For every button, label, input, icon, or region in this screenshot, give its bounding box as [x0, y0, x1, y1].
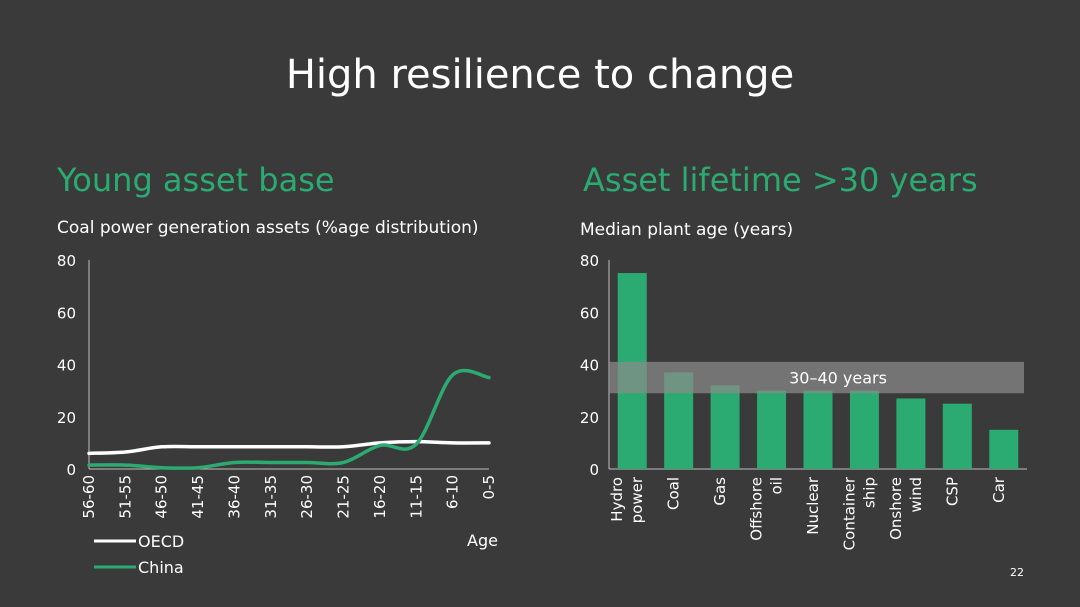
- x-tick-label: 41-45: [189, 475, 207, 519]
- x-category-label: Offshore oil: [748, 477, 786, 541]
- x-category-label-line: ship: [860, 477, 878, 508]
- bar: [942, 403, 972, 469]
- x-tick-label: 56-60: [80, 475, 98, 519]
- x-category-label-line: Container: [840, 476, 858, 550]
- x-category-label: Coal: [665, 477, 683, 510]
- y-tick-label: 60: [580, 304, 599, 322]
- x-category-label-line: power: [628, 476, 646, 523]
- bar: [803, 390, 833, 469]
- x-category-label: CSP: [943, 477, 961, 506]
- bar: [757, 390, 787, 469]
- x-tick-label: 26-30: [298, 475, 316, 519]
- y-tick-label: 80: [580, 252, 599, 270]
- x-category-label-line: Coal: [665, 477, 683, 510]
- y-tick-label: 40: [57, 357, 76, 375]
- y-tick-label: 0: [589, 461, 599, 479]
- right-section-heading: Asset lifetime >30 years: [583, 161, 978, 199]
- x-category-label-line: Onshore: [887, 477, 905, 540]
- y-tick-label: 20: [580, 409, 599, 427]
- slide-title: High resilience to change: [285, 52, 795, 98]
- x-category-label-line: Hydro: [608, 477, 626, 522]
- x-tick-label: 51-55: [116, 475, 134, 519]
- x-category-label-line: Offshore: [748, 477, 766, 541]
- series-line-china: [87, 368, 491, 470]
- x-category-label: Container ship: [840, 476, 878, 550]
- page-number: 22: [1010, 566, 1024, 579]
- bar: [710, 385, 740, 469]
- y-tick-label: 0: [66, 461, 76, 479]
- x-category-label: Hydro power: [608, 476, 646, 523]
- y-tick-label: 80: [57, 252, 76, 270]
- range-band: [609, 361, 1024, 394]
- x-category-label: Car: [990, 476, 1008, 503]
- y-tick-label: 60: [57, 304, 76, 322]
- x-tick-label: 21-25: [335, 475, 353, 519]
- x-category-label-line: Car: [990, 476, 1008, 503]
- x-tick-label: 46-50: [153, 475, 171, 519]
- right-chart-caption: Median plant age (years): [580, 220, 794, 240]
- x-category-label: Nuclear: [804, 476, 822, 535]
- bar: [896, 398, 926, 469]
- left-section-heading: Young asset base: [57, 161, 335, 199]
- x-category-label: Gas: [711, 477, 729, 506]
- x-tick-label: 6-10: [444, 475, 462, 509]
- legend-label-china: China: [138, 558, 184, 577]
- x-category-label-line: wind: [907, 477, 925, 512]
- x-category-label-line: CSP: [943, 477, 961, 506]
- x-tick-label: 11-15: [407, 475, 425, 519]
- x-axis-label: Age: [467, 531, 498, 550]
- x-tick-label: 36-40: [225, 475, 243, 519]
- x-category-label: Onshore wind: [887, 477, 925, 540]
- x-category-label-line: Nuclear: [804, 476, 822, 535]
- age-distribution-line-chart: 0 20 40 60 80 56-60 51-55 46-50 41-45 36-40 31-35 2…: [57, 252, 498, 577]
- x-tick-label: 16-20: [371, 475, 389, 519]
- x-tick-label: 0-5: [480, 475, 498, 500]
- legend-label-oecd: OECD: [138, 532, 184, 551]
- y-tick-label: 20: [57, 409, 76, 427]
- x-category-label-line: Gas: [711, 477, 729, 506]
- bar: [849, 390, 879, 469]
- x-category-label-line: oil: [768, 477, 786, 495]
- bar: [989, 429, 1019, 469]
- x-tick-label: 31-35: [262, 475, 280, 519]
- left-chart-caption: Coal power generation assets (%age distr…: [57, 218, 479, 238]
- range-band-label: 30–40 years: [789, 369, 887, 388]
- y-tick-label: 40: [580, 357, 599, 375]
